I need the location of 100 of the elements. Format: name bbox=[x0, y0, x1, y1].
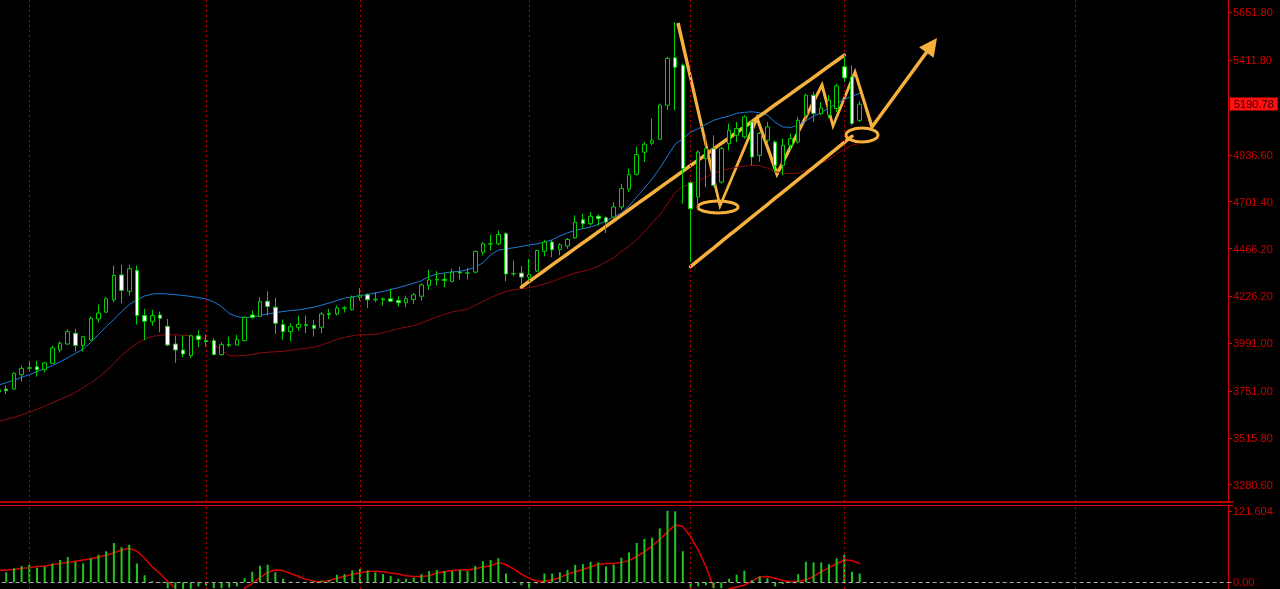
candlestick bbox=[527, 258, 531, 281]
candlestick bbox=[342, 305, 347, 314]
candlestick bbox=[611, 201, 616, 220]
candlestick bbox=[565, 237, 570, 250]
candlestick bbox=[842, 56, 847, 83]
bar bbox=[804, 561, 807, 583]
bar bbox=[651, 537, 654, 583]
candlestick bbox=[450, 268, 454, 283]
candlestick bbox=[288, 322, 293, 342]
bar bbox=[35, 567, 38, 583]
candlestick bbox=[4, 385, 8, 395]
candlestick bbox=[65, 328, 70, 346]
candlestick bbox=[112, 265, 116, 303]
bar bbox=[174, 582, 177, 589]
bar bbox=[643, 538, 646, 583]
bar bbox=[105, 551, 108, 583]
candlestick bbox=[519, 265, 524, 286]
bar bbox=[758, 576, 761, 583]
bar bbox=[597, 562, 600, 583]
bar bbox=[743, 570, 746, 583]
candlestick bbox=[811, 91, 816, 123]
bar bbox=[82, 563, 85, 583]
bar bbox=[566, 569, 569, 583]
candlestick bbox=[196, 330, 201, 348]
bar bbox=[820, 562, 823, 583]
bar bbox=[112, 543, 115, 583]
line-series bbox=[519, 53, 847, 289]
bar bbox=[628, 552, 631, 583]
bar bbox=[458, 569, 461, 583]
candlestick bbox=[711, 134, 716, 188]
bar bbox=[12, 568, 15, 583]
candlestick bbox=[819, 101, 823, 116]
candlestick bbox=[573, 214, 577, 240]
bar bbox=[851, 571, 853, 583]
bar bbox=[343, 574, 346, 583]
candlestick bbox=[742, 114, 747, 140]
candlestick bbox=[19, 365, 24, 383]
candlestick bbox=[550, 239, 554, 258]
bar bbox=[489, 560, 492, 583]
candlestick bbox=[781, 138, 785, 176]
line-series bbox=[0, 92, 861, 386]
bar bbox=[243, 578, 246, 583]
candlestick bbox=[619, 183, 624, 211]
y-tick-label: 3515.80 bbox=[1233, 431, 1273, 444]
bar bbox=[635, 543, 638, 583]
candlestick bbox=[788, 132, 793, 151]
candlestick bbox=[388, 288, 393, 303]
candlestick bbox=[604, 215, 608, 234]
bar bbox=[5, 572, 8, 583]
candlestick bbox=[634, 146, 639, 176]
candlestick bbox=[658, 103, 662, 141]
candlestick bbox=[58, 340, 62, 353]
candlestick bbox=[627, 168, 631, 193]
bar bbox=[389, 575, 392, 583]
candlestick bbox=[796, 116, 800, 145]
bar bbox=[451, 571, 454, 583]
bar bbox=[89, 558, 92, 583]
candlestick bbox=[696, 149, 700, 211]
bar bbox=[366, 570, 369, 583]
bar bbox=[128, 544, 131, 583]
bar bbox=[74, 561, 77, 583]
bar bbox=[381, 574, 384, 583]
bar bbox=[251, 571, 254, 583]
y-tick-label: 4936.60 bbox=[1233, 148, 1273, 161]
candlestick bbox=[265, 290, 270, 317]
bar bbox=[120, 547, 123, 583]
candlestick bbox=[458, 266, 462, 281]
candlestick bbox=[158, 311, 162, 333]
candlestick bbox=[542, 239, 547, 257]
bar bbox=[420, 574, 423, 583]
candlestick bbox=[765, 121, 770, 145]
y-tick-label: 121.604 bbox=[1233, 504, 1273, 517]
candlestick bbox=[219, 341, 224, 357]
bar bbox=[474, 565, 477, 583]
candlestick bbox=[50, 345, 55, 365]
candlestick bbox=[89, 316, 93, 342]
candlestick bbox=[504, 231, 508, 282]
candlestick bbox=[242, 316, 247, 342]
y-tick-label: 4701.40 bbox=[1233, 195, 1273, 208]
candlestick bbox=[350, 295, 354, 312]
bar bbox=[827, 564, 830, 583]
candlestick bbox=[365, 292, 370, 309]
candlestick bbox=[727, 123, 731, 151]
candlestick bbox=[81, 335, 85, 352]
candlestick bbox=[135, 265, 139, 326]
candlestick bbox=[473, 249, 478, 274]
bar bbox=[166, 582, 169, 589]
bar bbox=[558, 572, 561, 583]
candlestick bbox=[204, 334, 208, 348]
candlestick bbox=[373, 291, 378, 303]
candlestick bbox=[688, 181, 693, 263]
candlestick bbox=[719, 146, 724, 185]
candlestick bbox=[857, 100, 862, 123]
y-tick-label: 3751.00 bbox=[1233, 385, 1273, 398]
bar bbox=[712, 582, 715, 589]
bar bbox=[43, 566, 46, 583]
y-tick-label: 5651.80 bbox=[1233, 6, 1273, 19]
bar bbox=[612, 564, 615, 583]
candlestick bbox=[104, 296, 108, 314]
bar bbox=[374, 572, 377, 583]
